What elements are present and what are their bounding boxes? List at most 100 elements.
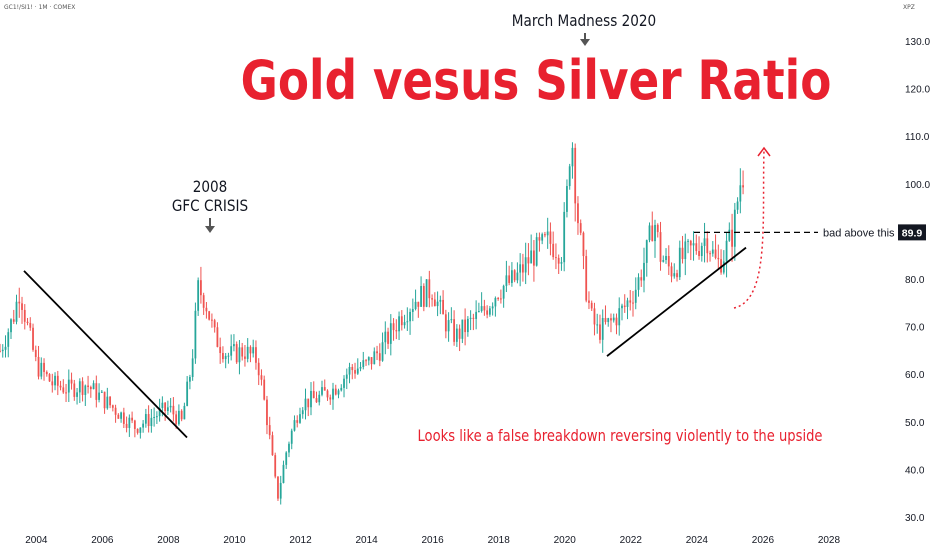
candle-body <box>191 358 194 377</box>
candle-body <box>76 392 78 397</box>
candle-body <box>472 317 475 319</box>
candle-body <box>340 387 343 391</box>
y-tick-label: 50.0 <box>905 418 925 429</box>
candle-body <box>681 247 684 260</box>
candle-body <box>277 476 279 499</box>
candle-body <box>356 368 359 374</box>
candle-body <box>186 381 189 406</box>
candle-body <box>62 387 65 393</box>
y-tick-label: 120.0 <box>905 85 930 96</box>
candle-body <box>18 301 21 304</box>
candle-body <box>571 147 574 167</box>
x-tick-label: 2026 <box>752 535 775 546</box>
candle-body <box>202 295 205 308</box>
candle-body <box>147 414 150 427</box>
candle-body <box>290 430 293 444</box>
candle-body <box>125 423 128 428</box>
y-tick-label: 70.0 <box>905 323 925 334</box>
x-tick-label: 2006 <box>91 535 114 546</box>
candle-body <box>612 317 615 321</box>
candle-body <box>246 346 249 359</box>
candle-body <box>629 300 632 303</box>
candle-body <box>0 350 1 352</box>
candle-body <box>282 464 285 483</box>
candle-body <box>197 280 200 311</box>
candle-body <box>249 346 252 354</box>
candle-body <box>73 383 76 397</box>
candle-body <box>142 423 145 428</box>
candle-body <box>200 280 202 296</box>
candle-body <box>692 243 695 246</box>
candle-body <box>560 262 563 264</box>
march-madness-arrow-head <box>580 39 590 46</box>
candle-body <box>656 224 659 233</box>
candle-body <box>700 245 703 257</box>
candle-body <box>706 238 709 254</box>
candle-body <box>37 356 40 377</box>
candle-body <box>389 323 392 344</box>
candle-body <box>678 247 681 278</box>
candle-body <box>175 414 178 425</box>
candle-body <box>120 412 122 419</box>
candle-body <box>81 381 84 395</box>
candle-body <box>59 385 62 388</box>
x-tick-label: 2022 <box>620 535 643 546</box>
candle-body <box>590 302 593 309</box>
candle-body <box>585 256 588 301</box>
candle-body <box>299 414 301 423</box>
candle-body <box>172 405 175 415</box>
candle-body <box>524 257 527 273</box>
downtrend-line <box>23 270 188 439</box>
candle-body <box>241 347 244 357</box>
candle-body <box>301 410 304 415</box>
candle-body <box>381 342 384 361</box>
candle-body <box>268 425 271 436</box>
candle-body <box>604 318 607 323</box>
march-madness-label: March Madness 2020 <box>512 12 656 30</box>
candle-body <box>351 366 354 371</box>
candle-body <box>450 319 453 321</box>
candle-body <box>288 443 290 453</box>
candle-body <box>458 328 461 339</box>
candle-body <box>114 407 117 415</box>
candle-body <box>365 360 367 362</box>
chart-note: Looks like a false breakdown reversing v… <box>417 427 822 446</box>
candle-body <box>180 410 183 420</box>
candle-body <box>158 407 161 417</box>
candle-body <box>255 347 257 363</box>
candle-body <box>689 240 692 246</box>
candle-body <box>648 225 651 241</box>
candle-body <box>103 391 106 409</box>
candle-body <box>574 147 577 204</box>
x-tick-label: 2018 <box>488 535 511 546</box>
candle-body <box>252 347 255 354</box>
candle-body <box>227 355 230 357</box>
candle-body <box>477 311 480 313</box>
candle-body <box>494 298 497 307</box>
candle-body <box>409 311 411 322</box>
candle-body <box>233 344 235 347</box>
x-tick-label: 2010 <box>223 535 246 546</box>
x-tick-label: 2004 <box>25 535 48 546</box>
candle-body <box>637 277 640 290</box>
candle-body <box>95 383 98 400</box>
candle-body <box>643 262 645 281</box>
candle-body <box>422 286 425 307</box>
uptrend-line <box>606 246 747 357</box>
candle-body <box>736 201 739 210</box>
candle-body <box>516 272 519 281</box>
candle-body <box>326 390 329 398</box>
candle-body <box>213 320 216 328</box>
candle-body <box>502 285 505 299</box>
candle-body <box>139 427 142 433</box>
x-tick-label: 2012 <box>289 535 312 546</box>
candle-body <box>610 318 612 321</box>
candle-body <box>632 302 634 304</box>
candle-body <box>728 229 731 241</box>
candle-body <box>65 392 67 394</box>
candle-body <box>392 323 395 331</box>
candle-body <box>384 331 387 343</box>
candle-body <box>89 386 92 390</box>
candle-body <box>43 362 45 372</box>
